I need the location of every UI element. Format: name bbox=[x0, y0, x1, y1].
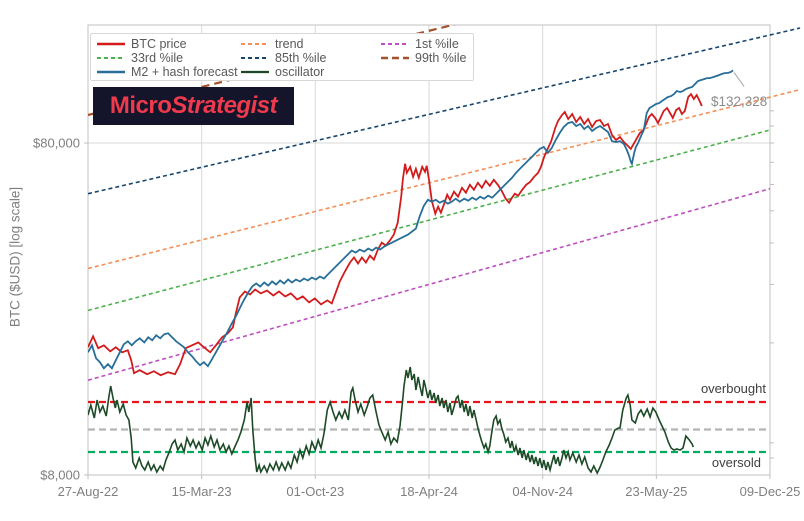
legend-item-99th-ile: 99th %ile bbox=[381, 51, 466, 65]
legend-swatch-line bbox=[381, 43, 409, 45]
legend-item-trend: trend bbox=[241, 37, 304, 51]
legend-label: M2 + hash forecast bbox=[131, 65, 238, 79]
logo-text: MicroStrategist bbox=[109, 92, 278, 119]
legend-label: 85th %ile bbox=[275, 51, 327, 65]
y-tick-label: $8,000 bbox=[40, 468, 80, 483]
x-tick-label: 18-Apr-24 bbox=[400, 484, 458, 499]
x-tick-label: 01-Oct-23 bbox=[286, 484, 344, 499]
y-tick-label: $80,000 bbox=[33, 136, 80, 151]
legend-swatch-line bbox=[381, 56, 409, 60]
legend-label: oscillator bbox=[275, 65, 325, 79]
m2-hash-forecast-series bbox=[88, 69, 734, 370]
reference-line-1st-ile bbox=[88, 187, 771, 381]
axis-ticks bbox=[84, 110, 774, 479]
legend-item-oscillator: oscillator bbox=[241, 65, 324, 79]
x-tick-label: 27-Aug-22 bbox=[58, 484, 119, 499]
legend-item-1st-ile: 1st %ile bbox=[381, 37, 459, 51]
annotation-leader-line bbox=[733, 72, 745, 87]
legend-label: trend bbox=[275, 37, 304, 51]
reference-line-33rd-ile bbox=[88, 129, 771, 312]
legend: BTC price trend 1st %ile 33rd %ile 85th %ile… bbox=[90, 33, 474, 81]
legend-swatch-line bbox=[97, 57, 125, 59]
y-axis-title: BTC ($USD) [log scale] bbox=[7, 186, 23, 328]
legend-item-btc-price: BTC price bbox=[97, 37, 187, 51]
legend-label: 1st %ile bbox=[415, 37, 459, 51]
oversold-label: oversold bbox=[711, 455, 761, 470]
btc-price-series bbox=[88, 92, 703, 377]
legend-item-m2-hash-forecast: M2 + hash forecast bbox=[97, 65, 238, 79]
legend-label: 99th %ile bbox=[415, 51, 467, 65]
legend-swatch-line bbox=[241, 43, 269, 45]
legend-label: 33rd %ile bbox=[131, 51, 184, 65]
legend-label: BTC price bbox=[131, 37, 187, 51]
legend-swatch-line bbox=[241, 57, 269, 59]
reference-line-trend bbox=[88, 88, 801, 270]
legend-item-85th-ile: 85th %ile bbox=[241, 51, 326, 65]
oscillator-series bbox=[88, 366, 695, 475]
forecast-value-annotation: $132,328 bbox=[711, 94, 768, 109]
reference-line-85th-ile bbox=[88, 27, 801, 195]
legend-swatch-line bbox=[241, 70, 269, 74]
legend-swatch-line bbox=[97, 70, 125, 74]
legend-swatch-line bbox=[97, 42, 125, 46]
x-tick-label: 04-Nov-24 bbox=[512, 484, 573, 499]
microstrategist-logo: MicroStrategist bbox=[93, 87, 294, 125]
x-tick-label: 23-May-25 bbox=[625, 484, 687, 499]
legend-item-33rd-ile: 33rd %ile bbox=[97, 51, 183, 65]
x-tick-label: 15-Mar-23 bbox=[172, 484, 232, 499]
x-tick-label: 09-Dec-25 bbox=[740, 484, 801, 499]
overbought-label: overbought bbox=[700, 381, 766, 396]
